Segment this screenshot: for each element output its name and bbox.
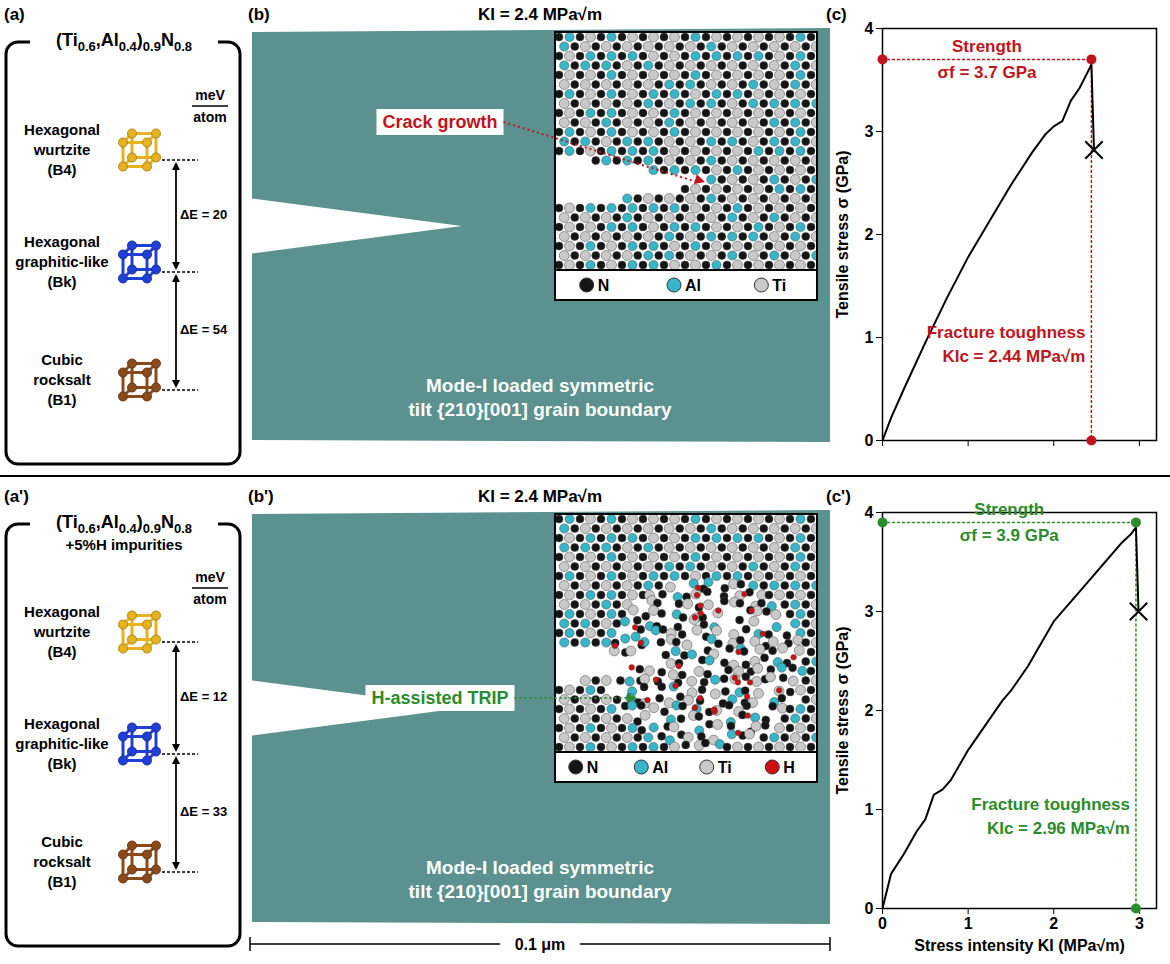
svg-text:tilt {210}[001] grain boundary: tilt {210}[001] grain boundary: [409, 399, 672, 420]
svg-text:Fracture toughness: Fracture toughness: [971, 795, 1130, 814]
svg-text:(B4): (B4): [47, 643, 76, 660]
svg-text:ΔE = 20: ΔE = 20: [180, 207, 227, 222]
svg-text:Crack growth: Crack growth: [382, 112, 497, 132]
svg-text:meV: meV: [195, 87, 225, 103]
svg-text:Cubic: Cubic: [41, 351, 83, 368]
svg-text:N: N: [587, 759, 599, 776]
svg-text:atom: atom: [193, 109, 226, 125]
svg-text:Hexagonal: Hexagonal: [24, 603, 100, 620]
svg-text:ΔE = 33: ΔE = 33: [180, 804, 227, 819]
svg-text:0.1 μm: 0.1 μm: [515, 936, 566, 953]
svg-text:1: 1: [964, 915, 973, 932]
svg-text:1: 1: [865, 329, 874, 346]
svg-text:+5%H impurities: +5%H impurities: [65, 536, 182, 553]
svg-text:(c): (c): [826, 5, 847, 24]
svg-text:Mode-I loaded symmetric: Mode-I loaded symmetric: [426, 375, 654, 396]
svg-text:(a): (a): [4, 5, 25, 24]
svg-text:H-assisted TRIP: H-assisted TRIP: [371, 688, 508, 708]
svg-text:H: H: [783, 759, 795, 776]
svg-text:Al: Al: [685, 277, 701, 294]
svg-text:atom: atom: [193, 591, 226, 607]
svg-text:Mode-I loaded symmetric: Mode-I loaded symmetric: [426, 857, 654, 878]
svg-text:Tensile stress σ (GPa): Tensile stress σ (GPa): [834, 626, 851, 794]
svg-text:(B4): (B4): [47, 161, 76, 178]
svg-text:(Ti0.6,Al0.4)0.9N0.8: (Ti0.6,Al0.4)0.9N0.8: [56, 30, 192, 54]
svg-text:Stress intensity KI (MPa√m): Stress intensity KI (MPa√m): [914, 937, 1125, 954]
svg-text:graphitic-like: graphitic-like: [15, 253, 108, 270]
svg-text:Strength: Strength: [974, 500, 1044, 519]
svg-text:KI = 2.4 MPa√m: KI = 2.4 MPa√m: [478, 5, 602, 24]
svg-text:2: 2: [1049, 915, 1058, 932]
svg-text:ΔE = 12: ΔE = 12: [180, 689, 227, 704]
svg-text:(Bk): (Bk): [47, 755, 76, 772]
svg-text:ΔE = 54: ΔE = 54: [180, 322, 228, 337]
svg-text:Hexagonal: Hexagonal: [24, 715, 100, 732]
svg-text:Tensile stress σ (GPa): Tensile stress σ (GPa): [834, 150, 851, 318]
svg-text:0: 0: [865, 900, 874, 917]
svg-text:3: 3: [865, 603, 874, 620]
svg-text:rocksalt: rocksalt: [33, 371, 91, 388]
svg-text:Al: Al: [652, 759, 668, 776]
svg-text:σf = 3.9 GPa: σf = 3.9 GPa: [960, 526, 1060, 545]
svg-text:4: 4: [865, 504, 874, 521]
svg-text:0: 0: [865, 432, 874, 449]
svg-text:wurtzite: wurtzite: [33, 623, 91, 640]
svg-text:rocksalt: rocksalt: [33, 853, 91, 870]
svg-text:meV: meV: [195, 569, 225, 585]
svg-text:4: 4: [865, 20, 874, 37]
svg-text:KIc = 2.44 MPa√m: KIc = 2.44 MPa√m: [942, 347, 1085, 366]
svg-text:(B1): (B1): [47, 391, 76, 408]
svg-text:σf = 3.7 GPa: σf = 3.7 GPa: [937, 63, 1037, 82]
svg-text:graphitic-like: graphitic-like: [15, 735, 108, 752]
svg-text:2: 2: [865, 226, 874, 243]
svg-text:(Bk): (Bk): [47, 273, 76, 290]
svg-text:KI = 2.4 MPa√m: KI = 2.4 MPa√m: [478, 487, 602, 506]
svg-text:N: N: [598, 277, 610, 294]
svg-text:3: 3: [1135, 915, 1144, 932]
svg-text:3: 3: [865, 123, 874, 140]
svg-text:2: 2: [865, 702, 874, 719]
svg-text:(b'): (b'): [248, 487, 274, 506]
svg-text:KIc = 2.96 MPa√m: KIc = 2.96 MPa√m: [987, 819, 1130, 838]
svg-text:Fracture toughness: Fracture toughness: [927, 323, 1086, 342]
svg-text:tilt {210}[001] grain boundary: tilt {210}[001] grain boundary: [409, 881, 672, 902]
svg-text:(Ti0.6,Al0.4)0.9N0.8: (Ti0.6,Al0.4)0.9N0.8: [56, 512, 192, 536]
svg-text:(B1): (B1): [47, 873, 76, 890]
svg-text:wurtzite: wurtzite: [33, 141, 91, 158]
svg-text:1: 1: [865, 801, 874, 818]
svg-text:Ti: Ti: [718, 759, 732, 776]
svg-text:(c'): (c'): [826, 487, 851, 506]
svg-text:Ti: Ti: [772, 277, 786, 294]
svg-text:Strength: Strength: [952, 37, 1022, 56]
svg-text:(a'): (a'): [4, 487, 29, 506]
svg-text:(b): (b): [248, 5, 270, 24]
svg-text:Hexagonal: Hexagonal: [24, 121, 100, 138]
svg-text:0: 0: [878, 915, 887, 932]
svg-text:Hexagonal: Hexagonal: [24, 233, 100, 250]
svg-text:Cubic: Cubic: [41, 833, 83, 850]
